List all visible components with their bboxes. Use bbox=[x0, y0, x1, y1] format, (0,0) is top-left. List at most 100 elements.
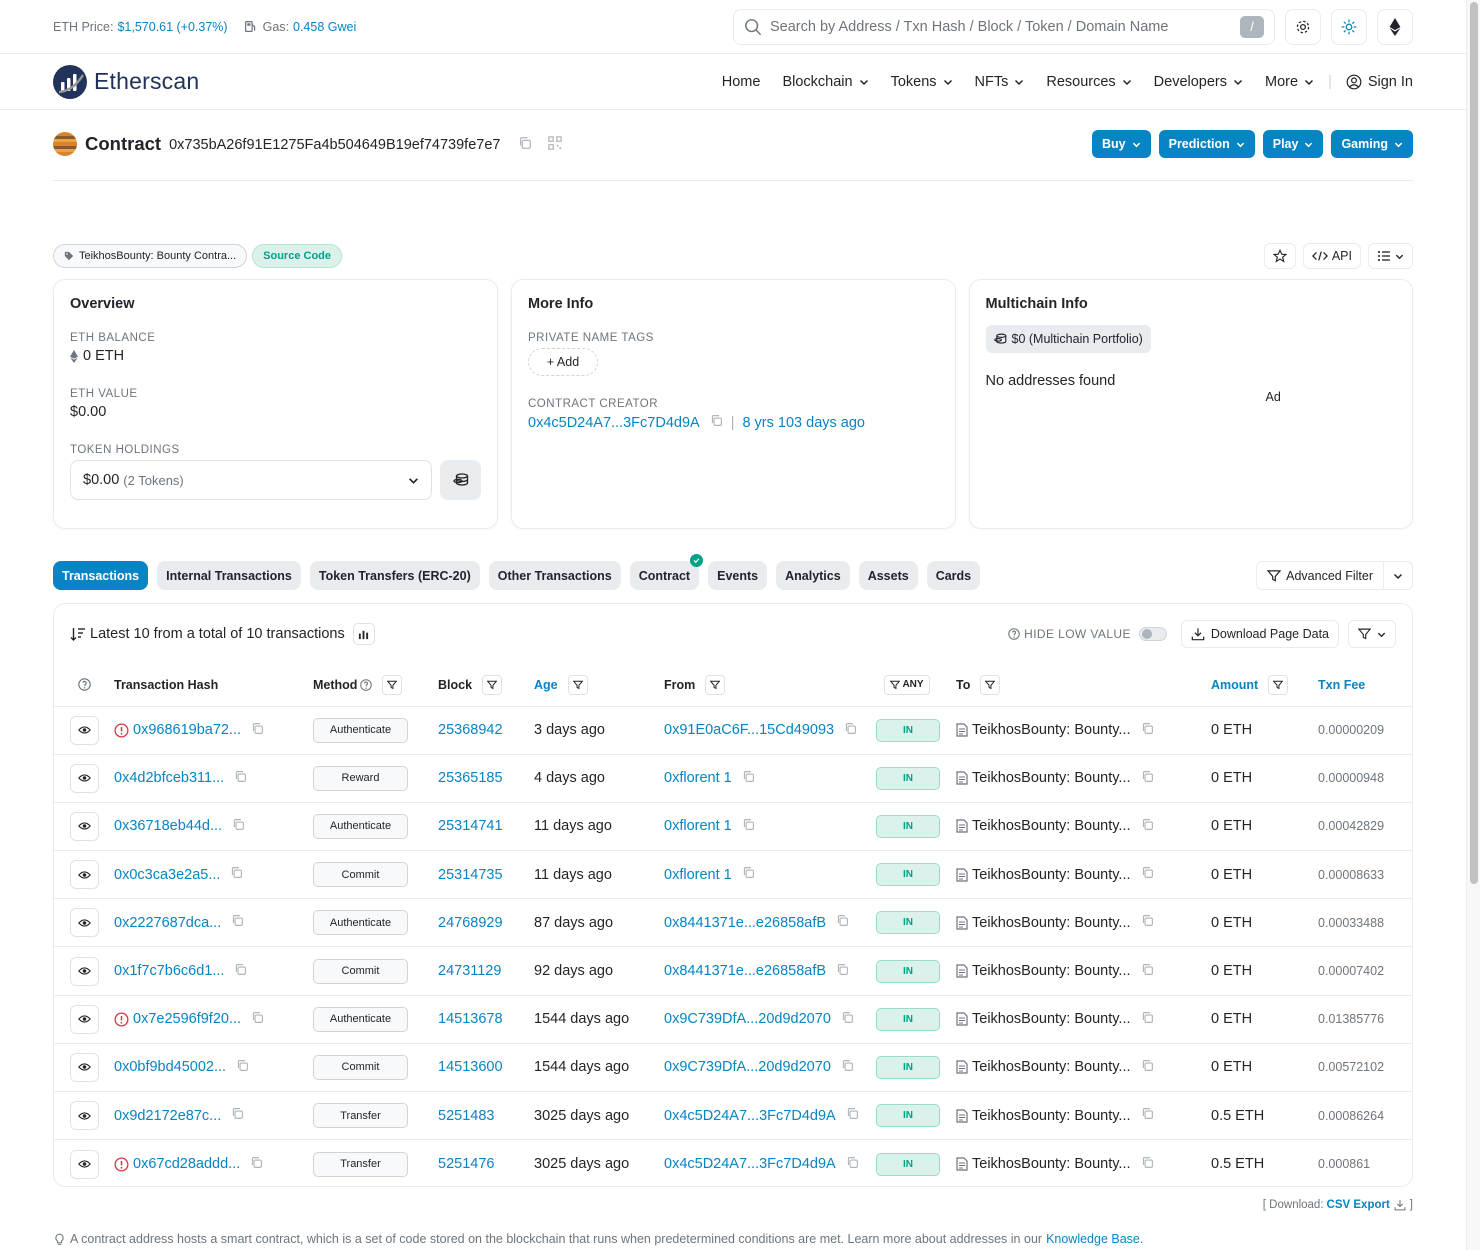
copy-from-button[interactable] bbox=[742, 770, 755, 787]
nav-blockchain[interactable]: Blockchain bbox=[782, 74, 868, 90]
copy-hash-button[interactable] bbox=[234, 770, 247, 787]
tab-events[interactable]: Events bbox=[708, 561, 768, 590]
view-details-button[interactable] bbox=[70, 811, 99, 841]
to-filter-button[interactable] bbox=[980, 674, 1001, 695]
tab-cards[interactable]: Cards bbox=[926, 561, 981, 590]
theme-toggle-button[interactable] bbox=[1331, 8, 1367, 45]
method-filter-button[interactable] bbox=[382, 674, 403, 695]
from-address-link[interactable]: 0x9C739DfA...20d9d2070 bbox=[664, 1011, 831, 1028]
copy-to-button[interactable] bbox=[1141, 1059, 1154, 1076]
from-address-link[interactable]: 0x8441371e...e26858afB bbox=[664, 914, 827, 931]
knowledge-base-link[interactable]: Knowledge Base. bbox=[1046, 1232, 1144, 1246]
tab-other-transactions[interactable]: Other Transactions bbox=[488, 561, 621, 590]
txn-hash-link[interactable]: 0x0bf9bd45002... bbox=[114, 1059, 227, 1076]
to-address-label[interactable]: TeikhosBounty: Bounty... bbox=[972, 914, 1131, 931]
block-link[interactable]: 25368942 bbox=[438, 722, 503, 739]
view-details-button[interactable] bbox=[70, 956, 99, 986]
copy-to-button[interactable] bbox=[1141, 866, 1154, 883]
download-page-data-button[interactable]: Download Page Data bbox=[1180, 620, 1339, 648]
txn-hash-link[interactable]: 0x67cd28addd... bbox=[133, 1156, 241, 1173]
txn-hash-link[interactable]: 0x2227687dca... bbox=[114, 914, 222, 931]
copy-hash-button[interactable] bbox=[236, 1059, 249, 1076]
col-age-label[interactable]: Age bbox=[534, 677, 558, 692]
tab-internal-transactions[interactable]: Internal Transactions bbox=[157, 561, 301, 590]
copy-to-button[interactable] bbox=[1141, 963, 1154, 980]
tab-contract[interactable]: Contract bbox=[629, 554, 704, 590]
block-link[interactable]: 5251476 bbox=[438, 1156, 495, 1173]
nav-developers[interactable]: Developers bbox=[1154, 74, 1243, 90]
tab-transactions[interactable]: Transactions bbox=[53, 561, 149, 590]
sign-in-link[interactable]: Sign In bbox=[1346, 74, 1413, 90]
view-details-button[interactable] bbox=[70, 1052, 99, 1082]
to-address-label[interactable]: TeikhosBounty: Bounty... bbox=[972, 722, 1131, 739]
copy-to-button[interactable] bbox=[1141, 818, 1154, 835]
tab-token-transfers[interactable]: Token Transfers (ERC-20) bbox=[309, 561, 480, 590]
copy-from-button[interactable] bbox=[836, 914, 849, 931]
copy-hash-button[interactable] bbox=[251, 722, 264, 739]
play-button[interactable]: Play bbox=[1262, 130, 1324, 158]
from-address-link[interactable]: 0xflorent 1 bbox=[664, 770, 732, 787]
copy-from-button[interactable] bbox=[844, 722, 857, 739]
api-button[interactable]: API bbox=[1302, 243, 1361, 269]
multichain-portfolio-button[interactable]: $0 (Multichain Portfolio) bbox=[985, 325, 1151, 353]
nav-tokens[interactable]: Tokens bbox=[891, 74, 953, 90]
copy-creator-button[interactable] bbox=[710, 414, 723, 431]
hide-low-value-toggle[interactable] bbox=[1138, 627, 1167, 641]
copy-to-button[interactable] bbox=[1141, 914, 1154, 931]
to-address-label[interactable]: TeikhosBounty: Bounty... bbox=[972, 770, 1131, 787]
search-input[interactable] bbox=[770, 18, 1240, 35]
block-link[interactable]: 24731129 bbox=[438, 963, 502, 980]
tab-assets[interactable]: Assets bbox=[858, 561, 918, 590]
copy-to-button[interactable] bbox=[1141, 722, 1154, 739]
view-details-button[interactable] bbox=[70, 1004, 99, 1034]
view-details-button[interactable] bbox=[70, 715, 99, 745]
qr-code-button[interactable] bbox=[548, 136, 563, 153]
block-link[interactable]: 14513678 bbox=[438, 1011, 503, 1028]
copy-to-button[interactable] bbox=[1141, 770, 1154, 787]
copy-to-button[interactable] bbox=[1141, 1107, 1154, 1124]
advanced-filter-dropdown[interactable] bbox=[1384, 562, 1412, 589]
copy-from-button[interactable] bbox=[846, 1107, 859, 1124]
copy-from-button[interactable] bbox=[742, 818, 755, 835]
block-link[interactable]: 24768929 bbox=[438, 914, 503, 931]
copy-to-button[interactable] bbox=[1141, 1156, 1154, 1173]
txn-chart-button[interactable] bbox=[352, 623, 375, 645]
age-filter-button[interactable] bbox=[567, 674, 588, 695]
nav-more[interactable]: More bbox=[1265, 74, 1314, 90]
token-portfolio-button[interactable] bbox=[440, 460, 481, 500]
creation-txn-link[interactable]: 8 yrs 103 days ago bbox=[742, 414, 865, 431]
csv-export-link[interactable]: CSV Export bbox=[1326, 1199, 1390, 1211]
copy-from-button[interactable] bbox=[846, 1156, 859, 1173]
copy-hash-button[interactable] bbox=[234, 963, 247, 980]
copy-from-button[interactable] bbox=[841, 1059, 854, 1076]
to-address-label[interactable]: TeikhosBounty: Bounty... bbox=[972, 963, 1131, 980]
from-address-link[interactable]: 0x8441371e...e26858afB bbox=[664, 963, 827, 980]
prediction-button[interactable]: Prediction bbox=[1158, 130, 1255, 158]
to-address-label[interactable]: TeikhosBounty: Bounty... bbox=[972, 866, 1131, 883]
copy-hash-button[interactable] bbox=[251, 1011, 264, 1028]
txn-hash-link[interactable]: 0x36718eb44d... bbox=[114, 818, 223, 835]
token-holdings-dropdown[interactable]: $0.00 (2 Tokens) bbox=[70, 460, 432, 500]
gaming-button[interactable]: Gaming bbox=[1331, 130, 1413, 158]
col-fee-label[interactable]: Txn Fee bbox=[1318, 677, 1366, 692]
block-link[interactable]: 25314735 bbox=[438, 866, 503, 883]
copy-to-button[interactable] bbox=[1141, 1011, 1154, 1028]
col-amount-label[interactable]: Amount bbox=[1211, 677, 1259, 692]
name-tag-badge[interactable]: TeikhosBounty: Bounty Contra... bbox=[53, 244, 248, 268]
txn-filter-button[interactable] bbox=[1348, 620, 1396, 648]
txn-hash-link[interactable]: 0x7e2596f9f20... bbox=[133, 1011, 242, 1028]
to-address-label[interactable]: TeikhosBounty: Bounty... bbox=[972, 818, 1131, 835]
to-address-label[interactable]: TeikhosBounty: Bounty... bbox=[972, 1107, 1131, 1124]
txn-hash-link[interactable]: 0x1f7c7b6c6d1... bbox=[114, 963, 225, 980]
from-address-link[interactable]: 0x9C739DfA...20d9d2070 bbox=[664, 1059, 831, 1076]
amount-filter-button[interactable] bbox=[1268, 674, 1289, 695]
network-switch-button[interactable] bbox=[1377, 8, 1413, 45]
to-address-label[interactable]: TeikhosBounty: Bounty... bbox=[972, 1011, 1131, 1028]
txn-hash-link[interactable]: 0x4d2bfceb311... bbox=[114, 770, 225, 787]
nav-resources[interactable]: Resources bbox=[1046, 74, 1131, 90]
from-filter-button[interactable] bbox=[705, 674, 726, 695]
copy-hash-button[interactable] bbox=[231, 1107, 244, 1124]
buy-button[interactable]: Buy bbox=[1091, 130, 1151, 158]
to-address-label[interactable]: TeikhosBounty: Bounty... bbox=[972, 1059, 1131, 1076]
page-scrollbar[interactable] bbox=[1466, 0, 1480, 1250]
